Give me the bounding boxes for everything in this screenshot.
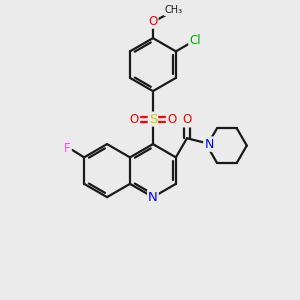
Text: S: S xyxy=(149,112,157,126)
Text: N: N xyxy=(204,138,214,151)
Text: O: O xyxy=(182,113,192,127)
Text: CH₃: CH₃ xyxy=(164,5,183,15)
Text: N: N xyxy=(204,138,214,151)
Text: O: O xyxy=(148,15,158,28)
Text: O: O xyxy=(130,112,139,126)
Text: Cl: Cl xyxy=(189,34,201,47)
Text: O: O xyxy=(167,112,176,126)
Text: F: F xyxy=(64,142,70,155)
Text: N: N xyxy=(148,190,158,204)
